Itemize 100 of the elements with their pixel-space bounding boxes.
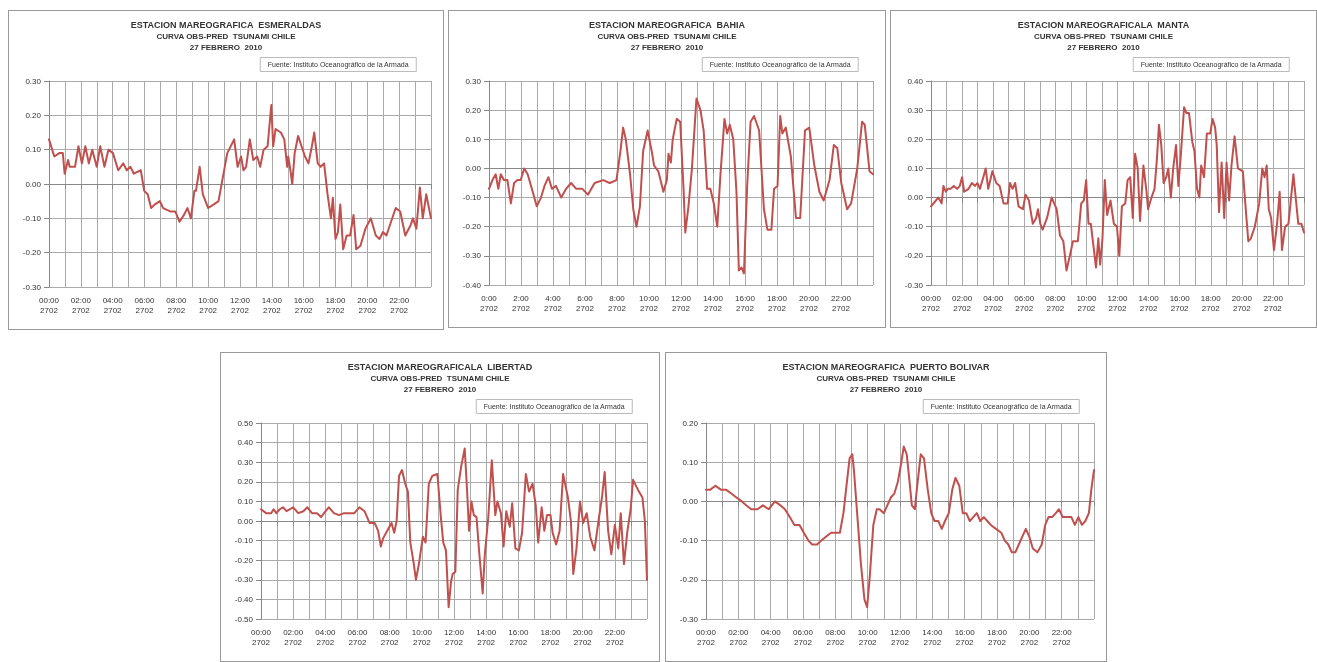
- chart-subtitle: CURVA OBS-PRED TSUNAMI CHILE 27 FEBRERO 2010: [816, 374, 957, 394]
- y-tick-label: 0.10: [907, 163, 924, 173]
- x-tick-label: 02:00 2702: [952, 293, 973, 313]
- x-tick-label: 06:00 2702: [1014, 293, 1035, 313]
- chart-subtitle: CURVA OBS-PRED TSUNAMI CHILE 27 FEBRERO 2010: [370, 374, 511, 394]
- y-tick-label: -0.20: [904, 251, 924, 261]
- x-tick-label: 16:00 2702: [293, 295, 315, 315]
- y-tick-label: -0.20: [462, 222, 482, 232]
- y-tick-label: 0.20: [465, 105, 482, 115]
- x-tick-label: 14:00 2702: [476, 627, 497, 647]
- x-tick-label: 10:00 2702: [638, 293, 660, 313]
- x-tick-label: 08:00 2702: [166, 295, 187, 315]
- x-tick-label: 02:00 2702: [728, 627, 749, 647]
- chart-title: ESTACION MAREOGRAFICA BAHIA: [589, 19, 746, 30]
- x-tick-label: 04:00 2702: [315, 627, 336, 647]
- x-tick-label: 18:00 2702: [325, 295, 347, 315]
- x-tick-label: 14:00 2702: [702, 293, 724, 313]
- y-tick-label: -0.50: [234, 614, 254, 624]
- y-tick-label: 0.00: [237, 516, 254, 526]
- y-tick-label: 0.40: [907, 76, 924, 86]
- chart-subtitle: CURVA OBS-PRED TSUNAMI CHILE 27 FEBRERO 2010: [156, 32, 297, 52]
- x-tick-label: 22:00 2702: [1262, 293, 1284, 313]
- x-tick-label: 8:00 2702: [608, 293, 627, 313]
- x-tick-label: 22:00 2702: [1051, 627, 1073, 647]
- x-tick-label: 12:00 2702: [670, 293, 692, 313]
- x-tick-label: 20:00 2702: [357, 295, 378, 315]
- y-tick-label: 0.10: [682, 457, 699, 467]
- x-tick-label: 06:00 2702: [792, 627, 814, 647]
- x-tick-label: 14:00 2702: [1138, 293, 1160, 313]
- x-tick-label: 22:00 2702: [830, 293, 852, 313]
- x-tick-label: 2:00 2702: [512, 293, 531, 313]
- y-tick-label: 0.20: [907, 134, 924, 144]
- chart-title: ESTACION MAREOGRAFICA ESMERALDAS: [130, 19, 322, 30]
- x-tick-label: 18:00 2702: [1200, 293, 1222, 313]
- x-tick-label: 06:00 2702: [134, 295, 156, 315]
- chart-subtitle: CURVA OBS-PRED TSUNAMI CHILE 27 FEBRERO 2010: [597, 32, 738, 52]
- x-tick-label: 10:00 2702: [857, 627, 879, 647]
- y-tick-label: 0.40: [237, 438, 254, 448]
- x-tick-label: 16:00 2702: [508, 627, 529, 647]
- y-tick-label: -0.40: [234, 594, 254, 604]
- y-tick-label: 0.00: [465, 163, 482, 173]
- x-tick-label: 02:00 2702: [70, 295, 92, 315]
- chart-title: ESTACION MAREOGRAFICA PUERTO BOLIVAR: [782, 361, 991, 372]
- x-tick-label: 0:00 2702: [480, 293, 499, 313]
- x-tick-label: 20:00 2702: [572, 627, 594, 647]
- y-tick-label: 0.20: [25, 110, 42, 120]
- x-tick-label: 16:00 2702: [954, 627, 976, 647]
- x-tick-label: 18:00 2702: [540, 627, 562, 647]
- y-tick-label: -0.20: [22, 248, 42, 258]
- y-tick-label: -0.30: [904, 280, 924, 290]
- x-tick-label: 12:00 2702: [443, 627, 465, 647]
- y-tick-label: 0.00: [682, 496, 699, 506]
- x-tick-label: 22:00 2702: [389, 295, 410, 315]
- x-tick-label: 04:00 2702: [760, 627, 782, 647]
- chart-title: ESTACION MAREOGRAFICALA LIBERTAD: [347, 361, 533, 372]
- x-tick-label: 04:00 2702: [983, 293, 1004, 313]
- x-tick-label: 08:00 2702: [379, 627, 401, 647]
- x-tick-label: 22:00 2702: [604, 627, 626, 647]
- x-tick-label: 00:00 2702: [250, 627, 272, 647]
- y-tick-label: -0.40: [462, 280, 482, 290]
- y-tick-label: -0.10: [462, 193, 482, 203]
- x-tick-label: 20:00 2702: [1019, 627, 1040, 647]
- y-tick-label: 0.30: [465, 76, 482, 86]
- y-tick-label: 0.00: [25, 179, 42, 189]
- x-tick-label: 18:00 2702: [986, 627, 1008, 647]
- x-tick-label: 08:00 2702: [1045, 293, 1066, 313]
- x-tick-label: 4:00 2702: [544, 293, 563, 313]
- x-tick-label: 12:00 2702: [889, 627, 911, 647]
- y-tick-label: -0.30: [462, 251, 482, 261]
- x-tick-label: 12:00 2702: [229, 295, 251, 315]
- x-tick-label: 06:00 2702: [347, 627, 369, 647]
- y-tick-label: 0.20: [682, 418, 699, 428]
- y-tick-label: 0.30: [237, 457, 254, 467]
- x-tick-label: 16:00 2702: [1169, 293, 1191, 313]
- y-tick-label: 0.30: [25, 76, 42, 86]
- x-tick-label: 16:00 2702: [734, 293, 756, 313]
- y-tick-label: -0.10: [904, 222, 924, 232]
- y-tick-label: 0.10: [465, 134, 482, 144]
- y-tick-label: -0.20: [679, 575, 699, 585]
- chart-title: ESTACION MAREOGRAFICALA MANTA: [1017, 19, 1190, 30]
- x-tick-label: 20:00 2702: [1231, 293, 1253, 313]
- y-tick-label: -0.30: [679, 614, 699, 624]
- y-tick-label: 0.10: [237, 496, 254, 506]
- x-tick-label: 10:00 2702: [411, 627, 433, 647]
- x-tick-label: 10:00 2702: [198, 295, 219, 315]
- x-tick-label: 20:00 2702: [798, 293, 820, 313]
- x-tick-label: 00:00 2702: [920, 293, 942, 313]
- y-tick-label: 0.20: [237, 477, 254, 487]
- x-tick-label: 10:00 2702: [1076, 293, 1097, 313]
- y-tick-label: 0.50: [237, 418, 254, 428]
- x-tick-label: 14:00 2702: [922, 627, 943, 647]
- x-tick-label: 02:00 2702: [283, 627, 304, 647]
- y-tick-label: -0.10: [234, 536, 254, 546]
- x-tick-label: 00:00 2702: [38, 295, 60, 315]
- y-tick-label: -0.30: [234, 575, 254, 585]
- x-tick-label: 18:00 2702: [766, 293, 788, 313]
- x-tick-label: 00:00 2702: [695, 627, 717, 647]
- x-tick-label: 14:00 2702: [261, 295, 283, 315]
- y-tick-label: 0.30: [907, 105, 924, 115]
- y-tick-label: -0.30: [22, 282, 42, 292]
